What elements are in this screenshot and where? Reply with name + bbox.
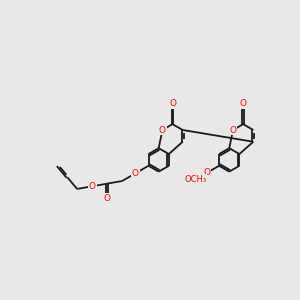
- Text: O: O: [230, 125, 236, 134]
- Text: O: O: [88, 182, 96, 191]
- Text: O: O: [240, 99, 247, 108]
- Text: O: O: [169, 99, 176, 108]
- Text: OCH₃: OCH₃: [184, 175, 206, 184]
- Text: O: O: [159, 125, 166, 134]
- Text: O: O: [203, 168, 210, 177]
- Text: O: O: [103, 194, 111, 203]
- Text: O: O: [132, 169, 139, 178]
